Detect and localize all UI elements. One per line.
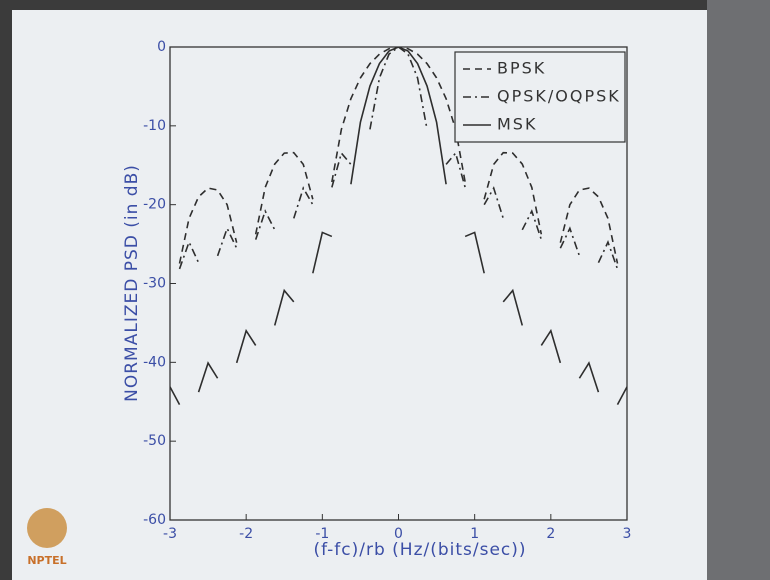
logo-emblem <box>27 508 67 548</box>
y-tick-label: -20 <box>143 197 166 213</box>
legend-label: BPSK <box>497 59 546 78</box>
y-tick-label: -60 <box>143 512 166 528</box>
page: {"chart_data": {"type": "line", "xlabel"… <box>0 0 770 580</box>
x-tick-label: -2 <box>239 526 253 542</box>
screenshot: (f-fc)/rb (Hz/(bits/sec)) NORMALIZED PSD… <box>0 0 770 580</box>
y-tick-label: -50 <box>143 433 166 449</box>
y-tick-label: -40 <box>143 354 166 370</box>
x-tick-label: 2 <box>546 526 555 542</box>
y-tick-label: -10 <box>143 118 166 134</box>
y-tick-label: -30 <box>143 276 166 292</box>
x-tick-label: 3 <box>623 526 632 542</box>
x-tick-label: -3 <box>163 526 177 542</box>
legend-label: QPSK/OQPSK <box>497 87 621 106</box>
background-right <box>707 0 770 580</box>
legend-label: MSK <box>497 115 537 134</box>
y-tick-label: 0 <box>157 39 166 55</box>
y-axis-label: NORMALIZED PSD (in dB) <box>122 164 142 402</box>
x-tick-label: 0 <box>394 526 403 542</box>
x-tick-label: 1 <box>470 526 479 542</box>
x-tick-label: -1 <box>315 526 329 542</box>
x-axis-label: (f-fc)/rb (Hz/(bits/sec)) <box>313 540 526 560</box>
logo-text: NPTEL <box>27 554 66 567</box>
